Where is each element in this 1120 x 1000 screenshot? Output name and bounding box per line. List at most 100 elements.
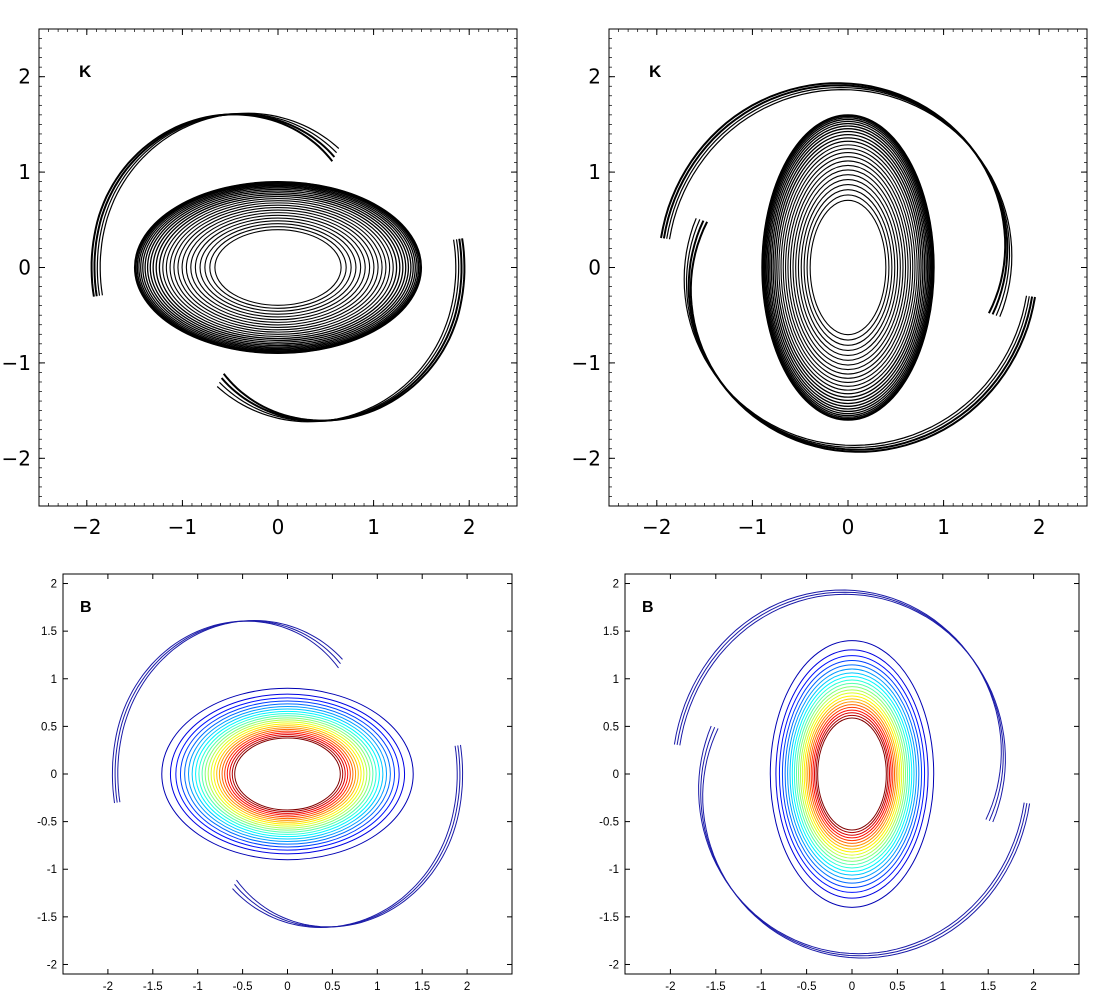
core-contour-11: [204, 717, 371, 831]
x-tick-label: −2: [72, 515, 101, 539]
x-tick-label: 1: [367, 515, 380, 539]
core-contour-5: [763, 118, 933, 417]
core-contour-18: [787, 160, 909, 375]
core-contour-22: [234, 737, 341, 811]
axes-frame: [608, 28, 1088, 507]
core-contour-8: [767, 125, 929, 410]
panel-4: -2 -1.5 -1 -0.5 0 0.5 1 1.5 2 -2 -1.5 -1 -0.5 0 0.5 1 1.…: [599, 573, 1080, 993]
core-contour-24: [803, 189, 893, 346]
x-tick-label: -1.5: [143, 981, 163, 993]
core-contour-26: [214, 229, 342, 306]
core-contour-4: [762, 117, 934, 418]
y-tick-label: 1: [613, 674, 619, 686]
arm-contour-2-2: [234, 745, 461, 928]
arm-contour-2-1: [702, 728, 1031, 959]
x-tick-label: -1: [193, 981, 203, 993]
arm-contour-1-3: [666, 86, 1011, 316]
x-tick-label: 0: [272, 515, 285, 539]
core-contour-13: [801, 692, 903, 856]
arm-contour-2-1: [222, 238, 466, 422]
core-contour-23: [800, 183, 896, 352]
core-contour-3: [175, 697, 400, 851]
arm-contour-1-2: [93, 113, 336, 297]
y-tick-label: 1.5: [41, 626, 57, 638]
core-contour-3: [762, 115, 934, 420]
core-contour-7: [789, 672, 915, 876]
contour-lines: [673, 589, 1031, 959]
x-tick-label: -1.5: [706, 981, 726, 993]
y-tick-label: 1: [18, 160, 31, 184]
core-contour-22: [817, 717, 887, 831]
core-contour-16: [782, 152, 914, 383]
core-contour-21: [190, 214, 366, 321]
core-contour-13: [158, 195, 398, 340]
core-contour-14: [213, 723, 362, 825]
x-tick-label: −2: [642, 515, 671, 539]
core-contour-19: [226, 732, 349, 816]
core-contour-10: [770, 130, 926, 405]
core-contour-20: [792, 169, 904, 366]
y-tick-label: −1: [572, 351, 601, 375]
core-contour-13: [210, 721, 365, 827]
core-contour-15: [216, 725, 359, 823]
x-tick-label: −1: [168, 515, 197, 539]
x-tick-label: 0.5: [324, 981, 340, 993]
y-tick-label: 1: [588, 160, 601, 184]
contour-lines: [660, 82, 1036, 453]
core-contour-2: [169, 693, 406, 855]
x-tick-label: 0: [842, 515, 855, 539]
core-contour-18: [224, 730, 351, 818]
x-tick-label: -2: [103, 981, 113, 993]
x-tick-label: 1.5: [980, 981, 996, 993]
core-contour-11: [772, 133, 924, 402]
x-tick-label: -0.5: [233, 981, 253, 993]
core-contour-21: [815, 714, 889, 834]
x-tick-label: −1: [738, 515, 767, 539]
core-contour-18: [810, 706, 894, 842]
core-contour-1: [769, 640, 935, 908]
core-contour-19: [181, 209, 375, 326]
core-contour-25: [209, 226, 347, 309]
y-tick-label: -1: [609, 864, 619, 876]
x-tick-label: 2: [1030, 981, 1036, 993]
core-contour-9: [769, 128, 927, 407]
core-contour-13: [776, 140, 920, 395]
core-contour-5: [184, 703, 391, 845]
arm-contour-2-4: [683, 218, 1028, 447]
core-contour-21: [795, 174, 901, 361]
y-tick-label: 2: [613, 579, 619, 591]
y-tick-label: -0.5: [37, 817, 57, 829]
panel-3: -2 -1.5 -1 -0.5 0 0.5 1 1.5 2 -2 -1.5 -1 -0.5 0 0.5 1 1.…: [37, 573, 513, 993]
core-contour-12: [774, 137, 922, 398]
arm-contour-2-3: [232, 745, 458, 929]
y-tick-label: -1.5: [37, 912, 57, 924]
core-contour-15: [805, 698, 899, 850]
core-contour-7: [766, 122, 930, 413]
y-tick-label: 0: [51, 769, 57, 781]
core-contour-22: [797, 178, 899, 357]
core-contour-10: [149, 190, 407, 345]
core-contour-17: [785, 156, 911, 379]
arm-contour-2-1: [236, 744, 464, 928]
core-contour-20: [185, 212, 371, 323]
core-contour-11: [152, 192, 404, 343]
contour-lines: [111, 619, 464, 929]
core-contour-5: [784, 664, 920, 884]
core-contour-23: [199, 220, 357, 315]
axes-frame: [62, 573, 513, 975]
arm-contour-1-3: [679, 593, 1006, 823]
core-contour-21: [231, 735, 344, 813]
y-tick-label: -1.5: [599, 912, 619, 924]
core-contour-6: [787, 668, 917, 880]
arm-contour-2-3: [218, 239, 460, 422]
core-contour-16: [807, 701, 897, 847]
panel-1: −2 −1 0 1 2 −2 −1 0 1 2 K: [2, 28, 518, 539]
x-tick-label: 0.5: [889, 981, 905, 993]
core-contour-1: [161, 687, 414, 861]
core-contour-8: [791, 676, 913, 872]
x-tick-label: 1: [940, 981, 946, 993]
y-tick-label: 0: [18, 256, 31, 280]
panel-2: −2 −1 0 1 2 −2 −1 0 1 2 K: [572, 28, 1088, 539]
core-contour-22: [194, 217, 362, 318]
core-contour-9: [146, 188, 410, 347]
